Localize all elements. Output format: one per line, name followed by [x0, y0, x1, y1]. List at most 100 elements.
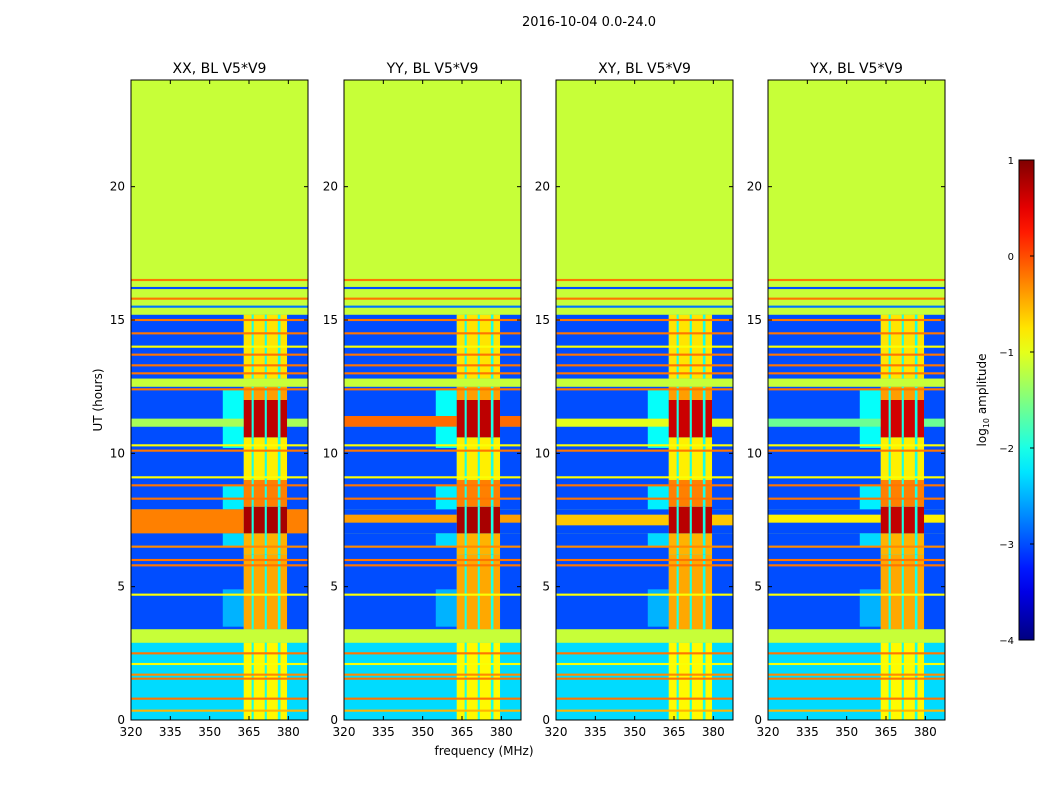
heatmap-rfi-line: [768, 673, 945, 676]
y-axis-label: UT (hours): [91, 368, 105, 431]
heatmap-rfi-line: [131, 364, 308, 367]
heatmap-rfi-cell: [280, 386, 288, 400]
heatmap-spillover-cell: [647, 485, 669, 510]
colorbar: 1 0 −1 −2 −3 −4: [999, 156, 1035, 647]
heatmap-spillover-cell: [435, 589, 457, 627]
heatmap-rfi-line: [768, 652, 945, 655]
heatmap-rfi-line: [344, 558, 521, 562]
heatmap-rfi-cell: [456, 554, 465, 630]
heatmap-rfi-cell: [668, 642, 677, 720]
heatmap-rfi-line: [344, 652, 521, 655]
heatmap-rfi-line: [131, 497, 308, 500]
heatmap-rfi-cell: [903, 386, 915, 400]
heatmap-spillover-cell: [435, 533, 457, 547]
heatmap-rfi-line: [768, 449, 945, 452]
heatmap-rfi-line: [768, 318, 945, 322]
x-tick-label: 365: [663, 725, 686, 739]
heatmap-rfi-cell: [479, 386, 491, 400]
heatmap-rfi-cell: [903, 642, 915, 720]
heatmap-flagged-cell: [556, 80, 733, 315]
heatmap-broadband-cell: [556, 418, 733, 427]
heatmap-flagged-cell: [344, 378, 521, 387]
heatmap-rfi-line: [131, 593, 308, 596]
heatmap-rfi-cell: [691, 480, 703, 507]
heatmap-rfi-line: [344, 677, 521, 680]
heatmap-rfi-cell: [466, 554, 478, 630]
x-tick-label: 380: [490, 725, 513, 739]
panel-title: XY, BL V5*V9: [598, 61, 691, 77]
heatmap-rfi-line: [131, 286, 308, 290]
heatmap-rfi-line: [131, 697, 308, 700]
heatmap-rfi-cell: [917, 437, 925, 480]
heatmap-rfi-cell: [705, 554, 713, 630]
heatmap-rfi-line: [556, 444, 733, 447]
heatmap-flagged-cell: [131, 378, 308, 387]
heatmap-flagged-cell: [768, 80, 945, 315]
heatmap-rfi-line: [344, 662, 521, 666]
heatmap-rfi-cell: [479, 506, 491, 534]
y-tick-label: 5: [754, 580, 762, 594]
heatmap-rfi-line: [556, 673, 733, 676]
heatmap-rfi-line: [768, 444, 945, 447]
x-axis-label: frequency (MHz): [434, 744, 533, 758]
heatmap-rfi-cell: [880, 533, 889, 555]
heatmap-rfi-line: [344, 476, 521, 479]
heatmap-rfi-cell: [917, 480, 925, 507]
heatmap-rfi-cell: [493, 506, 501, 534]
heatmap-rfi-line: [131, 558, 308, 562]
heatmap-rfi-cell: [903, 533, 915, 555]
heatmap-rfi-line: [768, 332, 945, 335]
heatmap-rfi-line: [556, 345, 733, 348]
heatmap-rfi-cell: [456, 506, 465, 534]
heatmap-rfi-line: [768, 484, 945, 487]
y-tick-label: 0: [754, 713, 762, 727]
colorbar-tick-label: −3: [999, 540, 1014, 551]
panel-title: YX, BL V5*V9: [809, 61, 903, 77]
heatmap-rfi-cell: [266, 554, 278, 630]
colorbar-label: log10 amplitude: [975, 354, 991, 447]
x-tick-label: 365: [238, 725, 261, 739]
heatmap-rfi-line: [344, 497, 521, 500]
heatmap-rfi-cell: [493, 642, 501, 720]
heatmap-rfi-cell: [479, 480, 491, 507]
x-tick-label: 350: [411, 725, 434, 739]
heatmap-rfi-line: [768, 677, 945, 680]
heatmap-rfi-cell: [243, 533, 252, 555]
heatmap-rfi-cell: [691, 642, 703, 720]
heatmap-rfi-line: [344, 388, 521, 391]
heatmap-rfi-cell: [691, 386, 703, 400]
heatmap-rfi-cell: [705, 642, 713, 720]
heatmap-rfi-cell: [479, 400, 491, 438]
heatmap-rfi-line: [556, 558, 733, 562]
x-tick-label: 320: [757, 725, 780, 739]
heatmap-rfi-line: [131, 652, 308, 655]
heatmap-rfi-cell: [705, 533, 713, 555]
heatmap-rfi-line: [131, 297, 308, 300]
heatmap-rfi-cell: [917, 642, 925, 720]
heatmap-rfi-line: [131, 318, 308, 322]
axes-frame: [555, 79, 734, 721]
heatmap-rfi-line: [556, 697, 733, 700]
heatmap-spillover-cell: [435, 485, 457, 510]
heatmap-rfi-line: [131, 564, 308, 567]
heatmap-rfi-cell: [243, 400, 252, 438]
heatmap-rfi-cell: [493, 554, 501, 630]
y-tick-label: 5: [542, 580, 550, 594]
heatmap-rfi-line: [768, 286, 945, 290]
heatmap-rfi-line: [344, 697, 521, 700]
heatmap-rfi-cell: [890, 642, 902, 720]
x-tick-label: 350: [623, 725, 646, 739]
heatmap-rfi-line: [131, 662, 308, 666]
y-tick-label: 20: [110, 180, 125, 194]
x-tick-label: 365: [451, 725, 474, 739]
heatmap-rfi-cell: [903, 480, 915, 507]
heatmap-rfi-cell: [691, 506, 703, 534]
heatmap-rfi-cell: [456, 400, 465, 438]
heatmap-rfi-line: [131, 353, 308, 356]
heatmap-rfi-line: [556, 484, 733, 487]
heatmap-rfi-cell: [266, 506, 278, 534]
heatmap-rfi-line: [344, 364, 521, 367]
heatmap-rfi-cell: [903, 554, 915, 630]
axes-frame: [343, 79, 522, 721]
